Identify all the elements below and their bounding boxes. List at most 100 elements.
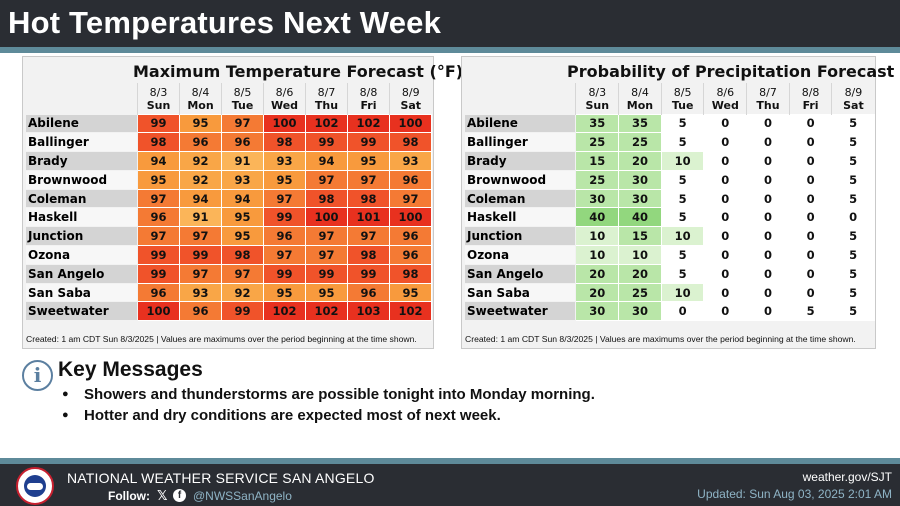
max-temp-note: Created: 1 am CDT Sun 8/3/2025 | Values … — [26, 334, 417, 344]
key-message-item: Hotter and dry conditions are expected m… — [62, 405, 595, 426]
value-cell: 96 — [137, 207, 180, 228]
value-cell: 0 — [788, 169, 833, 190]
value-cell: 97 — [347, 169, 390, 190]
table-row: Haskell 40 40 5 0 0 0 0 — [463, 207, 875, 228]
value-cell: 102 — [305, 301, 348, 322]
value-cell: 95 — [137, 169, 180, 190]
location-cell: Ballinger — [463, 132, 577, 153]
table-row: Ozona 10 10 5 0 0 0 5 — [463, 245, 875, 265]
value-cell: 15 — [618, 226, 662, 247]
x-icon[interactable]: 𝕏 — [157, 488, 168, 503]
value-cell: 98 — [347, 188, 390, 209]
column-date: 8/4 — [631, 85, 649, 99]
website-link[interactable]: weather.gov/SJT — [802, 470, 892, 484]
value-cell: 99 — [347, 132, 390, 153]
value-cell: 10 — [575, 245, 620, 265]
value-cell: 96 — [389, 226, 432, 247]
pop-title: Probability of Precipitation Forecast (%… — [567, 62, 900, 81]
location-cell: Brownwood — [463, 169, 577, 190]
location-cell: Brady — [463, 151, 577, 171]
value-cell: 102 — [305, 113, 348, 134]
table-row: Brady 94 92 91 93 94 95 93 — [25, 151, 432, 171]
location-cell: San Angelo — [25, 263, 138, 284]
value-cell: 35 — [618, 113, 662, 134]
max-temp-title: Maximum Temperature Forecast (°F) — [133, 62, 464, 81]
table-row: Junction 10 15 10 0 0 0 5 — [463, 226, 875, 247]
max-temp-table: 8/3 Sun 8/4 Mon 8/5 Tue 8/6 Wed 8/7 Thu 8/8 Fri 8/9 S… — [25, 83, 432, 322]
value-cell: 93 — [221, 169, 264, 190]
day-column-header: 8/9 Sat — [389, 83, 432, 114]
value-cell: 5 — [660, 245, 705, 265]
location-cell: Abilene — [25, 113, 138, 134]
column-day: Thu — [314, 98, 339, 112]
day-column-header: 8/5 Tue — [660, 83, 704, 114]
value-cell: 30 — [618, 188, 662, 209]
facebook-icon[interactable]: f — [173, 489, 186, 502]
value-cell: 5 — [831, 151, 875, 171]
value-cell: 96 — [263, 226, 306, 247]
value-cell: 95 — [221, 207, 264, 228]
day-column-header: 8/8 Fri — [788, 83, 832, 114]
pop-panel: Probability of Precipitation Forecast (%… — [461, 56, 900, 349]
day-column-header: 8/9 Sat — [831, 83, 875, 114]
value-cell: 20 — [575, 263, 620, 284]
value-cell: 40 — [618, 207, 662, 228]
location-cell: Ozona — [25, 245, 138, 265]
table-row: Ozona 99 99 98 97 97 98 96 — [25, 245, 432, 265]
value-cell: 94 — [305, 151, 348, 171]
table-row: Haskell 96 91 95 99 100 101 100 — [25, 207, 432, 228]
value-cell: 0 — [788, 263, 833, 284]
value-cell: 10 — [660, 282, 705, 303]
key-messages-title: Key Messages — [58, 358, 203, 381]
value-cell: 30 — [575, 301, 620, 322]
column-date: 8/7 — [317, 85, 336, 99]
table-row: Junction 97 97 95 96 97 97 96 — [25, 226, 432, 247]
value-cell: 99 — [347, 263, 390, 284]
info-icon: i — [22, 360, 53, 391]
location-cell: Ballinger — [25, 132, 138, 153]
value-cell: 0 — [788, 245, 833, 265]
value-cell: 95 — [347, 151, 390, 171]
value-cell: 5 — [660, 207, 705, 228]
value-cell: 100 — [263, 113, 306, 134]
column-day: Tue — [231, 98, 254, 112]
location-cell: Sweetwater — [25, 301, 138, 322]
table-row: Ballinger 98 96 96 98 99 99 98 — [25, 132, 432, 153]
value-cell: 0 — [746, 169, 790, 190]
key-messages-list: Showers and thunderstorms are possible t… — [62, 384, 595, 426]
table-row: San Saba 20 25 10 0 0 0 5 — [463, 282, 875, 303]
value-cell: 25 — [575, 169, 620, 190]
value-cell: 99 — [305, 132, 348, 153]
max-temp-header-row: 8/3 Sun 8/4 Mon 8/5 Tue 8/6 Wed 8/7 Thu 8/8 Fri 8/9 S… — [26, 83, 432, 114]
value-cell: 15 — [575, 151, 620, 171]
table-row: Brownwood 95 92 93 95 97 97 96 — [25, 169, 432, 190]
value-cell: 98 — [221, 245, 264, 265]
header-accent-stripe — [0, 47, 900, 53]
table-row: Coleman 30 30 5 0 0 0 5 — [463, 188, 875, 209]
logo-cloud — [27, 483, 43, 490]
value-cell: 0 — [703, 282, 748, 303]
value-cell: 96 — [179, 301, 222, 322]
value-cell: 0 — [660, 301, 705, 322]
value-cell: 98 — [389, 263, 432, 284]
value-cell: 97 — [263, 188, 306, 209]
value-cell: 25 — [575, 132, 620, 153]
location-cell: Sweetwater — [463, 301, 577, 322]
value-cell: 95 — [263, 282, 306, 303]
value-cell: 10 — [575, 226, 620, 247]
value-cell: 100 — [389, 113, 432, 134]
value-cell: 98 — [137, 132, 180, 153]
value-cell: 40 — [575, 207, 620, 228]
column-date: 8/5 — [233, 85, 252, 99]
value-cell: 0 — [746, 207, 790, 228]
value-cell: 5 — [831, 188, 875, 209]
value-cell: 5 — [831, 169, 875, 190]
value-cell: 10 — [660, 226, 705, 247]
column-date: 8/4 — [191, 85, 210, 99]
value-cell: 20 — [618, 263, 662, 284]
value-cell: 0 — [746, 226, 790, 247]
value-cell: 96 — [347, 282, 390, 303]
social-handle[interactable]: @NWSSanAngelo — [193, 489, 292, 503]
value-cell: 97 — [179, 226, 222, 247]
column-date: 8/3 — [149, 85, 168, 99]
